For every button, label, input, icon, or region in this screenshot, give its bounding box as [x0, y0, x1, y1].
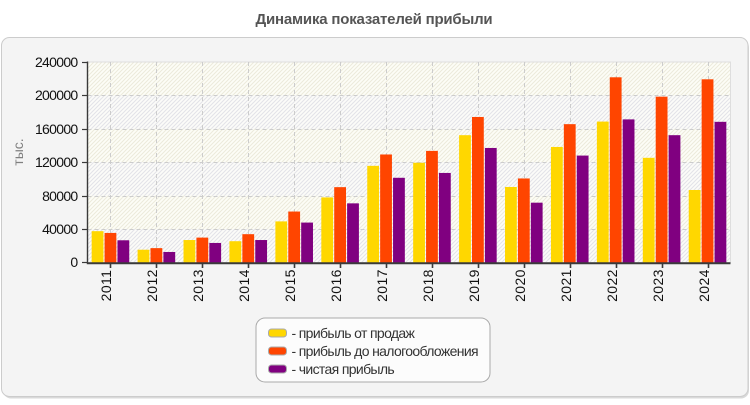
- svg-text:240000: 240000: [35, 54, 78, 70]
- svg-text:2011: 2011: [98, 270, 114, 302]
- svg-text:160000: 160000: [35, 121, 78, 137]
- svg-text:Динамика показателей прибыли: Динамика показателей прибыли: [256, 11, 493, 28]
- svg-text:2012: 2012: [144, 269, 160, 302]
- svg-text:2019: 2019: [466, 269, 482, 302]
- svg-text:2023: 2023: [650, 269, 666, 302]
- svg-text:2017: 2017: [374, 269, 390, 302]
- svg-text:2020: 2020: [512, 269, 528, 302]
- svg-text:2021: 2021: [558, 269, 574, 302]
- svg-text:2016: 2016: [328, 269, 344, 302]
- svg-text:2022: 2022: [604, 269, 620, 302]
- svg-text:0: 0: [70, 254, 78, 270]
- svg-text:2013: 2013: [190, 269, 206, 302]
- svg-text:2024: 2024: [696, 269, 712, 302]
- svg-text:120000: 120000: [35, 154, 78, 170]
- svg-text:- чистая прибыль: - чистая прибыль: [292, 361, 395, 377]
- svg-text:2014: 2014: [236, 269, 252, 302]
- svg-text:- прибыль от продаж: - прибыль от продаж: [292, 325, 416, 341]
- svg-text:40000: 40000: [42, 221, 78, 237]
- svg-text:2015: 2015: [282, 269, 298, 302]
- svg-text:200000: 200000: [35, 87, 78, 103]
- svg-text:2018: 2018: [420, 269, 436, 302]
- svg-text:тыс.: тыс.: [10, 138, 26, 165]
- svg-text:80000: 80000: [42, 188, 78, 204]
- svg-text:- прибыль до налогообложения: - прибыль до налогообложения: [292, 343, 479, 359]
